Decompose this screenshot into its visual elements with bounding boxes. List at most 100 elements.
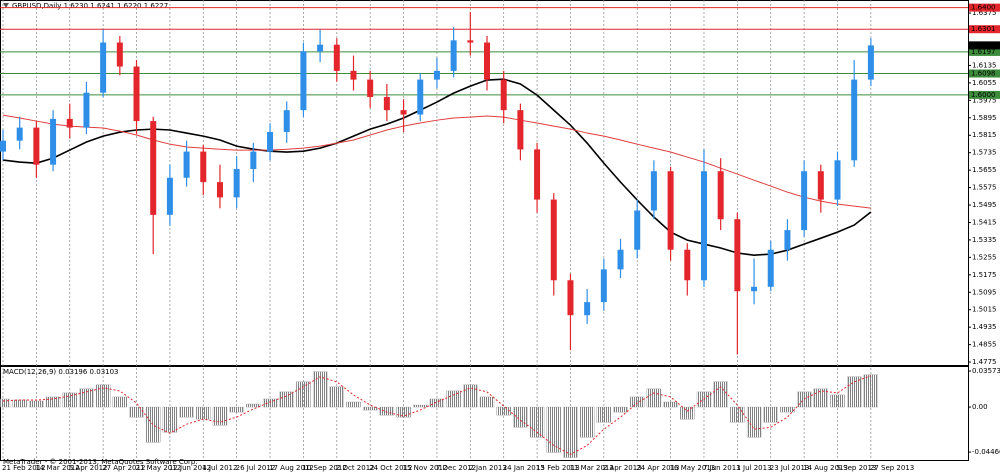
macd-bar bbox=[212, 406, 228, 426]
macd-bar bbox=[79, 388, 94, 408]
macd-bar bbox=[146, 406, 161, 443]
candle-body bbox=[133, 66, 140, 122]
x-tick-label: 12 Jun 2012 bbox=[169, 464, 211, 472]
x-tick-label: 27 Sep 2013 bbox=[870, 464, 914, 472]
macd-bar bbox=[847, 376, 862, 408]
candle-body bbox=[667, 171, 674, 250]
candle-body bbox=[417, 79, 424, 115]
y-tick-label: 1.5575 bbox=[972, 184, 997, 192]
x-tick-label: 11 Mar 2013 bbox=[569, 464, 613, 472]
x-tick-label: 10 Sep 2012 bbox=[302, 464, 346, 472]
candle-body bbox=[484, 42, 491, 80]
candle-body bbox=[684, 249, 691, 281]
candle-body bbox=[367, 79, 374, 98]
level-label: 1.6098 bbox=[971, 70, 996, 78]
macd-bar bbox=[446, 390, 461, 408]
candle-body bbox=[150, 121, 157, 215]
candle-body bbox=[517, 110, 524, 150]
y-tick-label: 1.5015 bbox=[972, 306, 997, 314]
macd-bar bbox=[496, 406, 511, 416]
moving-average bbox=[2, 114, 871, 209]
moving-average bbox=[2, 78, 872, 257]
macd-bar bbox=[379, 406, 395, 416]
macd-bar bbox=[830, 394, 845, 408]
macd-bar bbox=[246, 403, 261, 408]
macd-bar bbox=[346, 401, 361, 408]
macd-bar bbox=[546, 406, 561, 453]
candle-body bbox=[450, 40, 457, 71]
x-tick-label: 14 Mar 2012 bbox=[35, 464, 79, 472]
candle-body bbox=[216, 182, 223, 198]
level-label: 1.6000 bbox=[971, 91, 996, 99]
candle-body bbox=[116, 42, 123, 67]
macd-bar bbox=[95, 384, 111, 408]
macd-bar bbox=[396, 406, 411, 418]
y-tick-label: 1.5895 bbox=[972, 114, 997, 122]
macd-bar bbox=[463, 384, 478, 408]
candle-body bbox=[534, 149, 541, 200]
candle-body bbox=[767, 249, 774, 287]
candle-body bbox=[567, 280, 574, 316]
candle-body bbox=[467, 40, 474, 43]
macd-panel-border bbox=[0, 366, 969, 461]
candle-body bbox=[333, 44, 340, 71]
y-tick-label: 1.5815 bbox=[972, 131, 997, 139]
candle-body bbox=[250, 151, 257, 170]
x-tick-label: 5 Sep 2013 bbox=[837, 464, 877, 472]
x-tick-label: 21 May 2012 bbox=[136, 464, 182, 472]
y-tick-label: 1.5415 bbox=[972, 218, 997, 226]
macd-bar bbox=[730, 406, 745, 423]
candle-body bbox=[801, 171, 808, 231]
macd-bar bbox=[630, 396, 645, 408]
candle-body bbox=[66, 118, 73, 128]
y-tick-label: 1.4935 bbox=[972, 323, 997, 331]
x-tick-label: 2 Apr 2013 bbox=[603, 464, 642, 472]
candle-body bbox=[751, 286, 758, 292]
macd-bar bbox=[680, 406, 695, 420]
candle-body bbox=[300, 51, 307, 111]
macd-bar bbox=[12, 399, 27, 408]
x-tick-label: 24 Oct 2012 bbox=[369, 464, 412, 472]
macd-bar bbox=[129, 406, 144, 418]
candle-body bbox=[383, 97, 390, 111]
macd-bar bbox=[513, 406, 528, 428]
macd-bar bbox=[229, 406, 244, 413]
macd-bar bbox=[813, 388, 828, 408]
candle-body bbox=[550, 199, 557, 281]
y-tick-label: 1.6375 bbox=[972, 9, 997, 17]
macd-bar bbox=[763, 406, 778, 423]
candle-body bbox=[584, 302, 591, 316]
x-tick-label: 1 Jul 2013 bbox=[736, 464, 771, 472]
x-tick-label: 21 Feb 2012 bbox=[2, 464, 46, 472]
macd-bar bbox=[45, 396, 61, 408]
x-tick-label: 4 Jul 2012 bbox=[202, 464, 237, 472]
y-tick-label: 1.5095 bbox=[972, 288, 997, 296]
macd-bar bbox=[613, 406, 628, 413]
y-tick-label: 1.5975 bbox=[972, 96, 997, 104]
level-label-box bbox=[969, 90, 1000, 99]
macd-y-tick-label: 0.00 bbox=[972, 403, 988, 411]
x-tick-label: 5 Apr 2012 bbox=[69, 464, 108, 472]
candle-body bbox=[83, 92, 90, 128]
candle-body bbox=[500, 79, 507, 111]
y-tick-label: 1.4775 bbox=[972, 358, 997, 366]
y-tick-label: 1.5255 bbox=[972, 253, 997, 261]
macd-bar bbox=[429, 398, 445, 408]
x-tick-label: 2 Jan 2013 bbox=[469, 464, 507, 472]
candle-body bbox=[700, 171, 707, 281]
level-label: 1.6197 bbox=[971, 48, 996, 56]
candle-body bbox=[400, 110, 407, 115]
indicator-title: MACD(12,26,9) 0.03196 0.03103 bbox=[3, 368, 119, 376]
candle-body bbox=[617, 249, 624, 270]
candle-body bbox=[0, 140, 6, 152]
x-tick-label: 26 Jul 2012 bbox=[236, 464, 276, 472]
macd-bar bbox=[563, 406, 578, 458]
x-tick-label: 24 Jan 2013 bbox=[503, 464, 545, 472]
macd-bar bbox=[796, 391, 812, 408]
macd-bar bbox=[196, 406, 211, 420]
candle-body bbox=[233, 169, 240, 198]
macd-bar bbox=[279, 391, 294, 408]
y-tick-label: 1.6055 bbox=[972, 79, 997, 87]
y-tick-label: 1.6135 bbox=[972, 61, 997, 69]
